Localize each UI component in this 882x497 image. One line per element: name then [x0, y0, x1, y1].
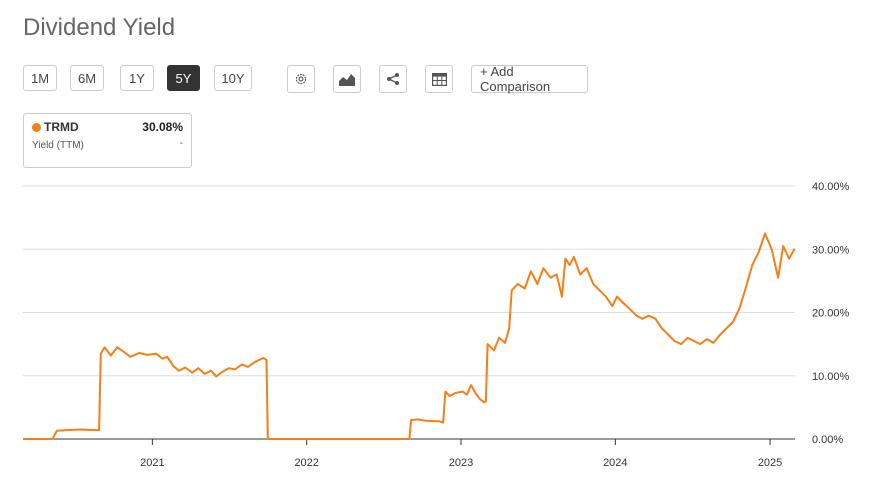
legend-card: TRMD 30.08% Yield (TTM) - [23, 113, 192, 168]
page-title: Dividend Yield [23, 14, 176, 41]
y-tick-label: 0.00% [812, 434, 843, 446]
x-tick-label: 2021 [140, 457, 164, 469]
y-tick-label: 20.00% [812, 308, 850, 320]
x-tick-label: 2025 [758, 457, 782, 469]
range-button-1m[interactable]: 1M [23, 65, 57, 91]
range-button-5y[interactable]: 5Y [167, 65, 200, 91]
chart-type-icon [339, 74, 355, 86]
add-comparison-button[interactable]: + Add Comparison [471, 64, 588, 94]
series-line-trmd [23, 232, 796, 440]
share-button[interactable] [379, 65, 407, 93]
y-tick-label: 10.00% [812, 371, 850, 383]
series-dot-icon [32, 123, 41, 132]
x-tick-label: 2023 [449, 457, 473, 469]
legend-sub: - [179, 138, 183, 149]
settings-icon [295, 73, 307, 85]
legend-ticker: TRMD [44, 120, 79, 134]
x-tick-label: 2022 [294, 457, 318, 469]
x-tick-label: 2024 [603, 457, 627, 469]
legend-metric: Yield (TTM) [32, 140, 84, 151]
range-button-1y[interactable]: 1Y [120, 65, 154, 91]
table-button[interactable] [425, 65, 453, 93]
range-button-10y[interactable]: 10Y [214, 65, 252, 91]
range-button-6m[interactable]: 6M [70, 65, 104, 91]
y-tick-label: 40.00% [812, 181, 850, 193]
y-tick-label: 30.00% [812, 244, 850, 256]
settings-button[interactable] [287, 65, 315, 93]
table-icon [431, 72, 447, 86]
chart-type-button[interactable] [333, 65, 361, 93]
share-icon [387, 73, 399, 85]
legend-value: 30.08% [142, 120, 183, 134]
